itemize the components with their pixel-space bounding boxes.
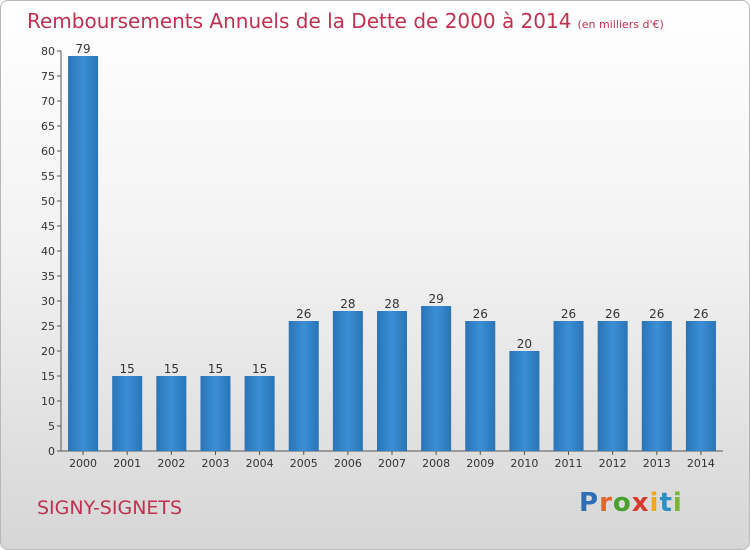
- y-tick-label: 20: [41, 345, 55, 358]
- y-tick-label: 35: [41, 270, 55, 283]
- y-tick-label: 0: [48, 445, 55, 458]
- x-tick-label: 2014: [687, 457, 715, 470]
- x-tick-label: 2012: [599, 457, 627, 470]
- bars: [68, 56, 716, 451]
- bar-2007: [377, 311, 407, 451]
- bar-2014: [685, 321, 716, 451]
- value-label: 15: [208, 362, 223, 376]
- y-tick-label: 80: [41, 45, 55, 58]
- value-label: 26: [605, 307, 620, 321]
- bar-2003: [200, 376, 231, 451]
- y-tick-label: 45: [41, 220, 55, 233]
- y-tick-label: 65: [41, 120, 55, 133]
- axes: 0 5 10 15 20 25 30 35 40 45 50 55 60 65 70 75 80 2000 2001…: [41, 45, 723, 470]
- chart-title: Remboursements Annuels de la Dette de 20…: [27, 9, 664, 33]
- y-tick-label: 15: [41, 370, 55, 383]
- x-tick-label: 2002: [157, 457, 185, 470]
- bar-2009: [465, 321, 496, 451]
- bar-2002: [156, 376, 187, 451]
- proxiti-logo: Proxiti: [579, 488, 683, 518]
- bar-2005: [288, 321, 319, 451]
- value-label: 28: [384, 297, 399, 311]
- value-label: 15: [120, 362, 135, 376]
- x-tick-label: 2004: [246, 457, 274, 470]
- x-tick-label: 2009: [466, 457, 494, 470]
- bar-2004: [244, 376, 275, 451]
- data-labels: 79 15 15 15 15 26 28 28 29 26 20 26 26 26 26: [75, 42, 708, 376]
- value-label: 20: [517, 337, 532, 351]
- x-tick-label: 2000: [69, 457, 97, 470]
- x-tick-label: 2005: [290, 457, 318, 470]
- bar-2008: [421, 306, 452, 451]
- x-tick-label: 2011: [555, 457, 583, 470]
- y-tick-label: 10: [41, 395, 55, 408]
- value-label: 26: [296, 307, 311, 321]
- x-tick-label: 2010: [510, 457, 538, 470]
- y-tick-label: 5: [48, 420, 55, 433]
- y-tick-label: 60: [41, 145, 55, 158]
- unit-label: (en milliers d'€): [577, 18, 664, 31]
- x-tick-label: 2008: [422, 457, 450, 470]
- bar-2011: [553, 321, 584, 451]
- value-label: 26: [561, 307, 576, 321]
- y-tick-label: 25: [41, 320, 55, 333]
- value-label: 15: [164, 362, 179, 376]
- chart-title-text: Remboursements Annuels de la Dette de 20…: [27, 9, 572, 33]
- x-tick-label: 2006: [334, 457, 362, 470]
- bar-2012: [597, 321, 628, 451]
- x-tick-label: 2007: [378, 457, 406, 470]
- x-tick-label: 2001: [113, 457, 141, 470]
- bar-2000: [68, 56, 99, 451]
- y-tick-label: 40: [41, 245, 55, 258]
- bar-2006: [332, 311, 363, 451]
- x-tick-label: 2003: [201, 457, 229, 470]
- y-tick-label: 70: [41, 95, 55, 108]
- x-tick-label: 2013: [643, 457, 671, 470]
- value-label: 79: [75, 42, 90, 56]
- y-tick-label: 55: [41, 170, 55, 183]
- value-label: 29: [428, 292, 443, 306]
- bar-2010: [509, 351, 540, 451]
- value-label: 26: [693, 307, 708, 321]
- y-tick-label: 30: [41, 295, 55, 308]
- bar-2001: [112, 376, 143, 451]
- value-label: 28: [340, 297, 355, 311]
- value-label: 15: [252, 362, 267, 376]
- value-label: 26: [473, 307, 488, 321]
- y-tick-label: 75: [41, 70, 55, 83]
- value-label: 26: [649, 307, 664, 321]
- bar-2013: [641, 321, 672, 451]
- commune-name: SIGNY-SIGNETS: [37, 497, 183, 519]
- y-tick-label: 50: [41, 195, 55, 208]
